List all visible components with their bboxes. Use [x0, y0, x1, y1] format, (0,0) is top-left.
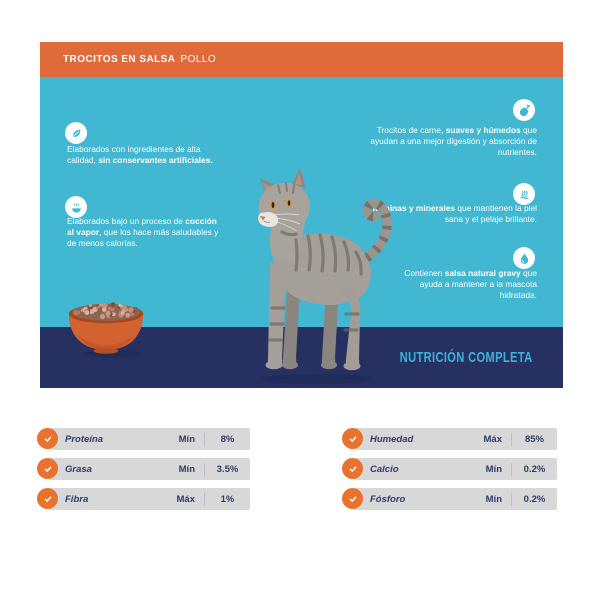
feature-text-run: , que los hace más saludables y de menos… — [67, 227, 219, 248]
row-background — [354, 488, 557, 510]
feature-text-run: Trocitos de carne, — [376, 125, 446, 135]
value-separator — [204, 462, 205, 476]
shiny-coat-icon — [513, 183, 535, 205]
nutrition-row: Calcio Mín 0.2% — [342, 458, 557, 480]
feature-text-run: Elaborados con ingredientes de alta cali… — [67, 144, 201, 165]
product-title: TROCITOS EN SALSA — [63, 54, 176, 65]
nutrient-value: 0.2% — [523, 463, 546, 475]
check-icon — [342, 458, 363, 479]
leaf-icon — [65, 122, 87, 144]
feature-text-run: que ayuda a mantener a la mascota hidrat… — [419, 268, 537, 300]
value-separator — [511, 462, 512, 476]
feature-text-run: Contienen — [404, 268, 445, 278]
value-separator — [204, 432, 205, 446]
check-icon — [37, 488, 58, 509]
nutrient-value: 8% — [220, 433, 235, 445]
nutrient-label: Humedad — [370, 433, 414, 445]
feature-text: Vitaminas y minerales que mantienen la p… — [355, 203, 537, 225]
nutrient-label: Grasa — [65, 463, 92, 475]
product-variant: POLLO — [180, 54, 217, 65]
feature-text-bold: Vitaminas y minerales — [367, 203, 456, 213]
feature-text: Elaborados bajo un proceso de cocción al… — [67, 216, 225, 249]
nutrient-label: Fibra — [65, 493, 89, 505]
nutrition-table-right: Humedad Máx 85% Calcio Mín 0.2% Fósforo Mín 0.… — [342, 428, 557, 518]
nutrient-limit: Mín — [178, 433, 195, 445]
card-header: TROCITOS EN SALSA POLLO — [40, 42, 563, 77]
nutrition-row: Proteína Mín 8% — [37, 428, 250, 450]
nutrient-value: 3.5% — [216, 463, 239, 475]
nutrient-value: 1% — [220, 493, 235, 505]
feature-text-bold: cocción al vapor — [67, 216, 217, 237]
nutrition-row: Fósforo Mín 0.2% — [342, 488, 557, 510]
row-background — [354, 458, 557, 480]
check-icon — [342, 488, 363, 509]
nutrient-value: 0.2% — [523, 493, 546, 505]
product-card: TROCITOS EN SALSA POLLO Elaborados con i… — [40, 42, 563, 388]
water-drop-icon — [513, 247, 535, 269]
value-separator — [204, 492, 205, 506]
nutrition-row: Fibra Máx 1% — [37, 488, 250, 510]
check-icon — [37, 458, 58, 479]
row-background — [49, 458, 250, 480]
nutrition-table-left: Proteína Mín 8% Grasa Mín 3.5% Fibra Máx 1% — [37, 428, 250, 518]
nutrient-limit: Mín — [485, 463, 502, 475]
cat-illustration — [228, 158, 398, 388]
nutrient-label: Calcio — [370, 463, 399, 475]
check-icon — [37, 428, 58, 449]
steam-bowl-icon — [65, 196, 87, 218]
nutrition-row: Grasa Mín 3.5% — [37, 458, 250, 480]
feature-text-run: que ayudan a una mejor digestión y absor… — [370, 125, 537, 157]
value-separator — [511, 492, 512, 506]
row-background — [49, 428, 250, 450]
nutrient-limit: Máx — [483, 433, 502, 445]
nutrient-value: 85% — [524, 433, 544, 445]
nutrient-limit: Mín — [178, 463, 195, 475]
banner-title: NUTRICIÓN COMPLETA — [400, 349, 533, 366]
nutrient-label: Fósforo — [370, 493, 406, 505]
row-background — [354, 428, 557, 450]
value-separator — [511, 432, 512, 446]
nutrient-limit: Máx — [176, 493, 195, 505]
nutrient-limit: Mín — [485, 493, 502, 505]
row-background — [49, 488, 250, 510]
feature-text-bold: suaves y húmedos — [445, 125, 521, 135]
feature-text-bold: sin conservantes artificiales. — [98, 155, 213, 165]
food-bowl-illustration — [66, 298, 146, 360]
meat-icon — [513, 99, 535, 121]
feature-text-run: Elaborados bajo un proceso de — [67, 216, 186, 226]
feature-text-run: que mantienen la piel sana y el pelaje b… — [444, 203, 537, 224]
nutrient-label: Proteína — [65, 433, 104, 445]
feature-text: Contienen salsa natural gravy que ayuda … — [385, 268, 537, 301]
check-icon — [342, 428, 363, 449]
feature-text: Trocitos de carne, suaves y húmedos que … — [367, 125, 537, 158]
feature-text: Elaborados con ingredientes de alta cali… — [67, 144, 217, 166]
nutrition-row: Humedad Máx 85% — [342, 428, 557, 450]
feature-text-bold: salsa natural gravy — [444, 268, 521, 278]
